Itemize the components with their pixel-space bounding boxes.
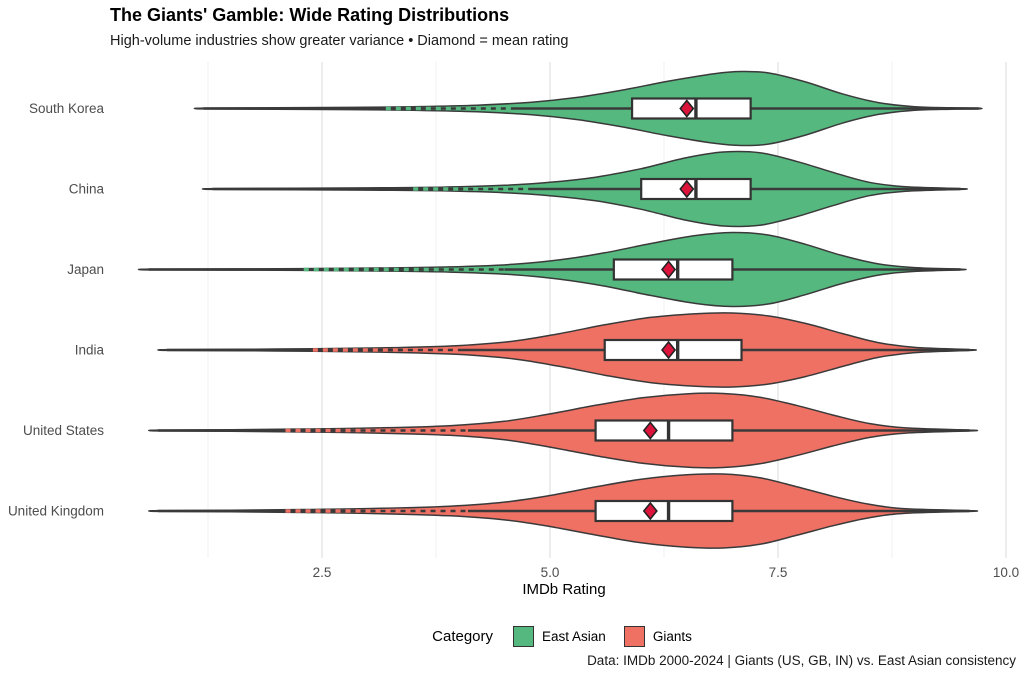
mean-diamond-china — [679, 179, 695, 199]
legend-swatch-east-asian — [513, 625, 535, 647]
mean-diamond-united-kingdom — [642, 501, 658, 521]
x-axis-title: IMDb Rating — [522, 581, 606, 598]
legend-label-giants: Giants — [652, 628, 692, 644]
legend: Category East Asian Giants — [110, 620, 1014, 652]
x-tick-label: 10.0 — [993, 565, 1019, 580]
data-source-caption: Data: IMDb 2000-2024 | Giants (US, GB, I… — [587, 653, 1016, 668]
y-label-united-kingdom: United Kingdom — [8, 504, 104, 519]
y-label-india: India — [75, 343, 105, 358]
chart-title: The Giants' Gamble: Wide Rating Distribu… — [110, 5, 510, 25]
mean-diamond-japan — [661, 260, 677, 279]
x-tick-label: 5.0 — [541, 565, 560, 580]
y-label-japan: Japan — [67, 262, 104, 277]
y-label-china: China — [69, 182, 105, 197]
legend-label-east-asian: East Asian — [542, 628, 606, 644]
x-tick-label: 2.5 — [313, 565, 332, 580]
iqr-box-united-states — [594, 419, 734, 442]
legend-swatch-giants — [623, 625, 645, 647]
mean-diamond-india — [661, 340, 677, 360]
chart-subtitle: High-volume industries show greater vari… — [110, 33, 569, 49]
legend-item-east-asian: East Asian — [513, 625, 606, 647]
violin-chart: 2.5 5.0 7.5 10.0 South Korea China Japan India U… — [8, 62, 1019, 580]
x-tick-label: 7.5 — [769, 565, 788, 580]
iqr-box-united-kingdom — [594, 499, 734, 523]
mean-diamond-united-states — [642, 421, 658, 440]
y-label-south-korea: South Korea — [29, 101, 105, 116]
legend-item-giants: Giants — [623, 625, 692, 647]
legend-title: Category — [432, 627, 494, 645]
y-label-united-states: United States — [23, 423, 104, 438]
mean-diamond-south-korea — [679, 99, 695, 118]
